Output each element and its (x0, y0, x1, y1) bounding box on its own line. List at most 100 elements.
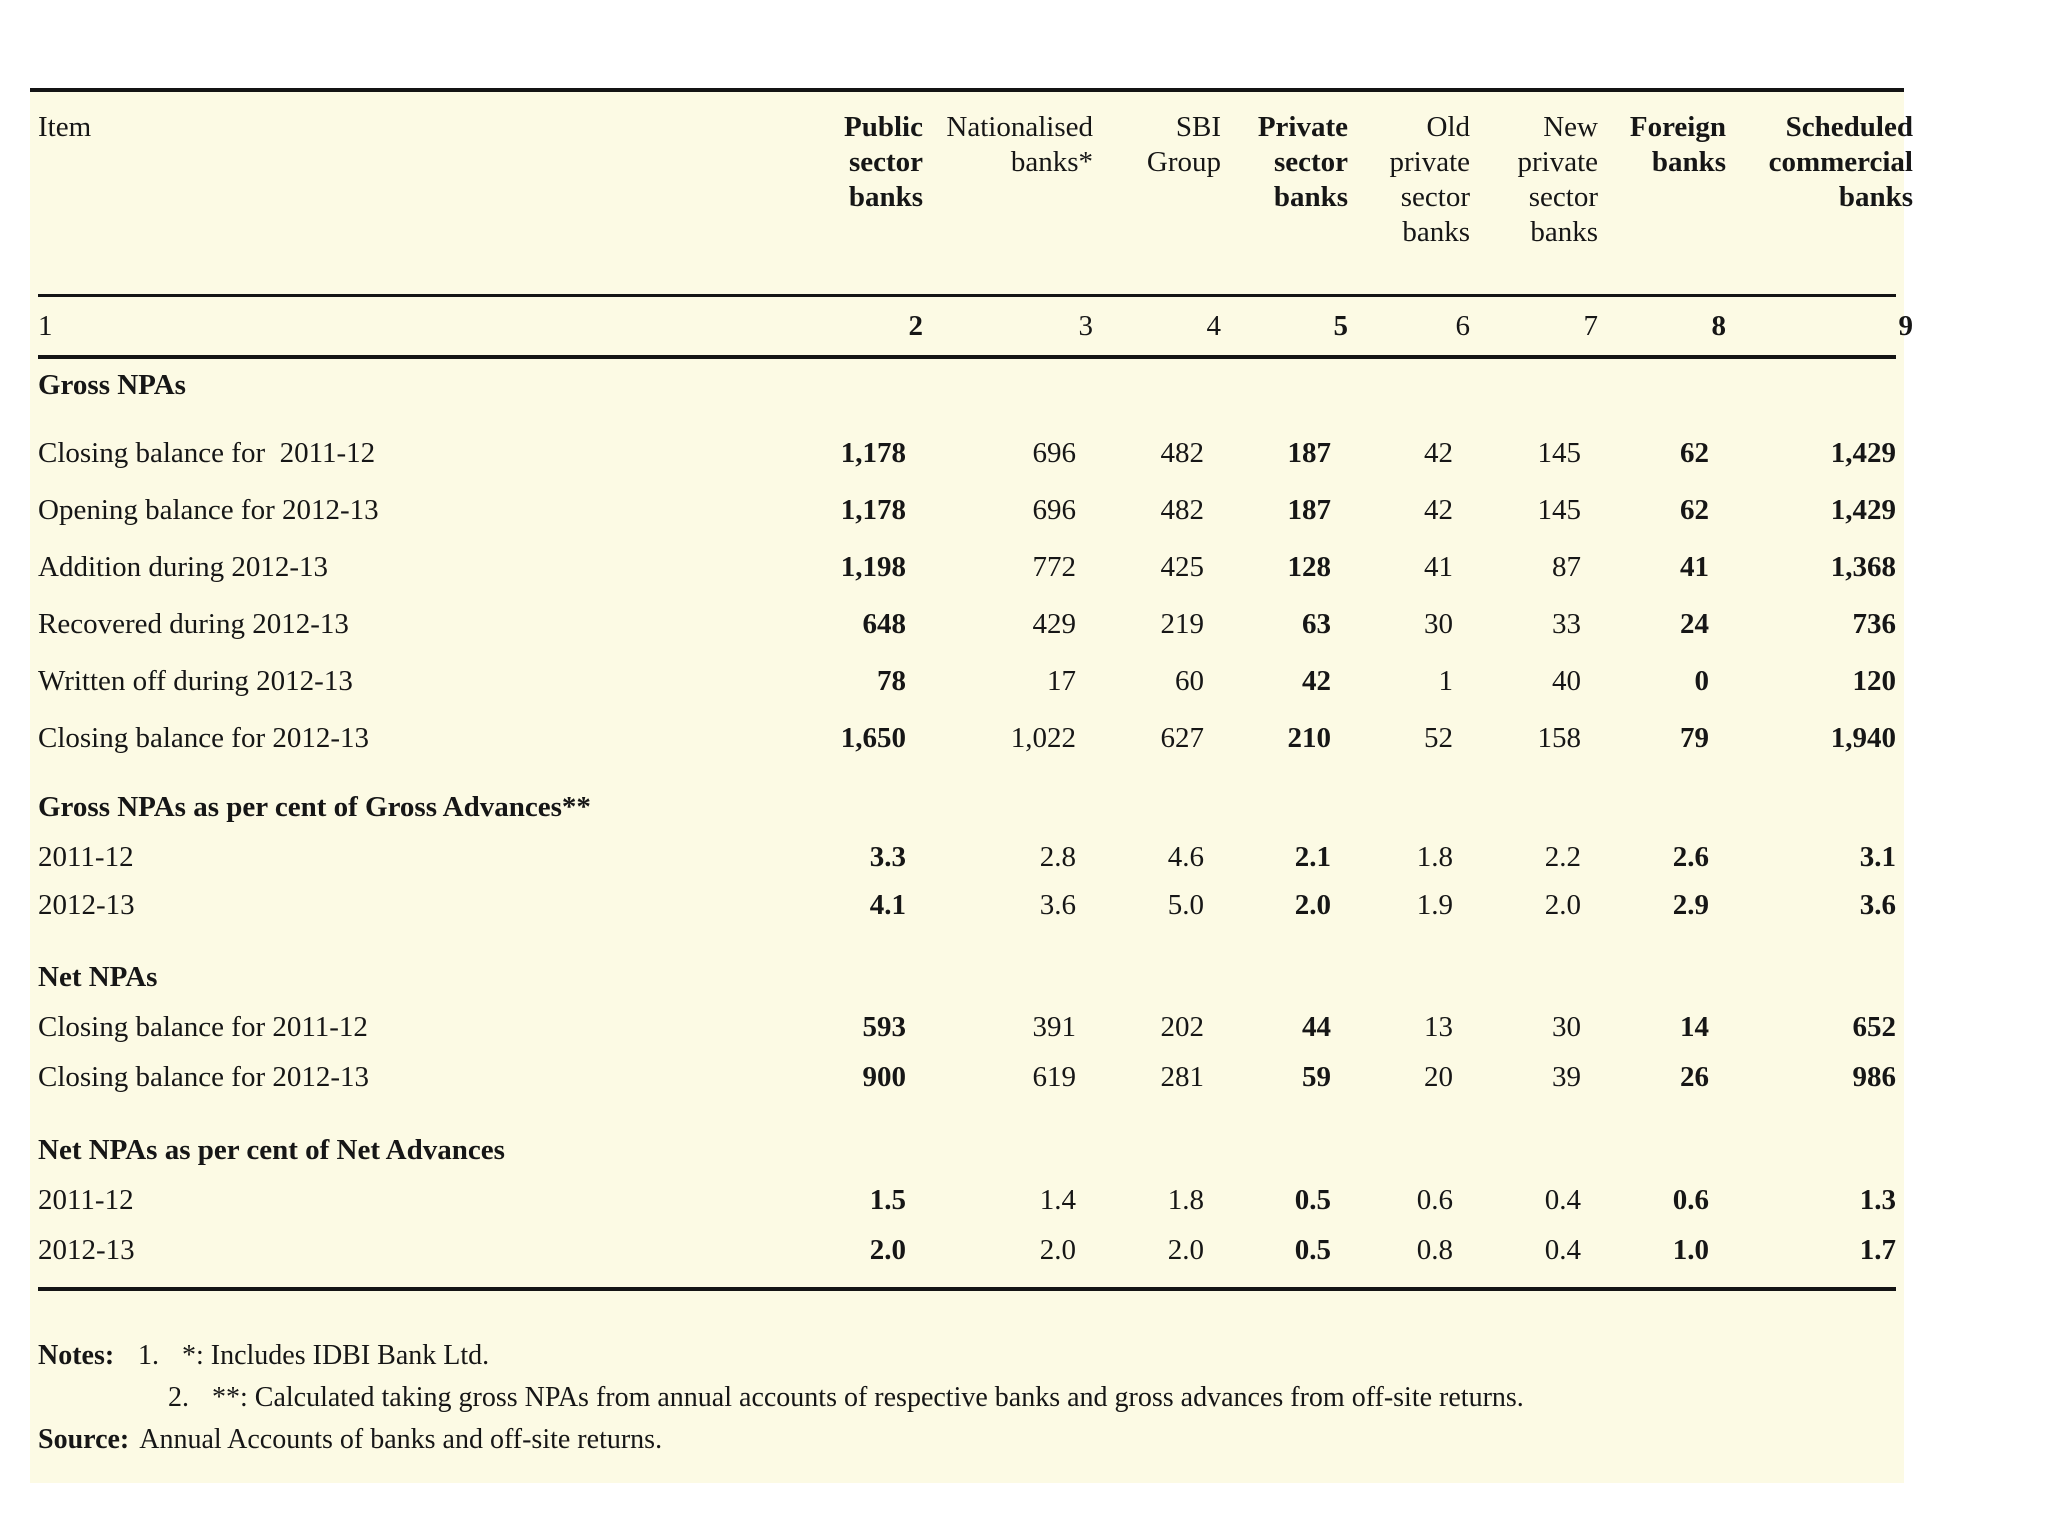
cell-value: 0 (1694, 665, 1710, 697)
table-row: Opening balance for 2012-13 1,178 696 482 18… (38, 486, 1896, 534)
table-header-row: Item Public sector banks Nationalised bank… (38, 92, 1913, 297)
cell-value: 2.0 (1039, 1234, 1076, 1266)
source-label: Source: (38, 1424, 130, 1455)
cell-value: 41 (1680, 551, 1709, 583)
table-row: Recovered during 2012-13 648 429 219 63 30 33 2… (38, 600, 1896, 648)
cell-value: 5.0 (1167, 889, 1204, 921)
cell-value: 0.5 (1294, 1234, 1331, 1266)
table-row: 2012-13 4.1 3.6 5.0 2.0 1.9 2.0 2.9 3.6 (38, 881, 1896, 929)
row-label: Closing balance for 2011-12 (38, 437, 376, 469)
cell-value: 281 (1160, 1061, 1205, 1093)
cell-value: 0.5 (1294, 1184, 1331, 1216)
cell-value: 44 (1302, 1011, 1331, 1043)
cell-value: 26 (1680, 1061, 1709, 1093)
cell-value: 158 (1537, 722, 1582, 754)
note-row: 2. **: Calculated taking gross NPAs from … (38, 1377, 1896, 1419)
note-text: *: Includes IDBI Bank Ltd. (182, 1340, 490, 1371)
column-header: New private sector banks (1517, 111, 1598, 248)
column-number-row: 1 2 3 4 5 6 7 8 9 (38, 297, 1913, 359)
source-row: Source: Annual Accounts of banks and off… (38, 1419, 1896, 1461)
row-label: Closing balance for 2012-13 (38, 1061, 370, 1093)
cell-value: 1.7 (1859, 1234, 1896, 1266)
row-label: 2012-13 (38, 1234, 135, 1266)
cell-value: 24 (1680, 608, 1709, 640)
table-row: Closing balance for 2012-13 900 619 281 59 20… (38, 1053, 1896, 1101)
cell-value: 42 (1302, 665, 1331, 697)
cell-value: 1.3 (1859, 1184, 1896, 1216)
cell-value: 42 (1424, 437, 1453, 469)
section-row: Net NPAs as per cent of Net Advances (38, 1126, 1896, 1174)
cell-value: 772 (1032, 551, 1077, 583)
column-number: 7 (1583, 309, 1599, 342)
row-label: 2011-12 (38, 841, 134, 873)
cell-value: 145 (1537, 437, 1582, 469)
cell-value: 0.6 (1672, 1184, 1709, 1216)
column-number: 4 (1206, 309, 1222, 342)
section-label: Gross NPAs (38, 369, 186, 401)
cell-value: 2.6 (1672, 841, 1709, 873)
cell-value: 1,650 (840, 722, 906, 754)
cell-value: 1.8 (1167, 1184, 1204, 1216)
section-row: Net NPAs (38, 953, 1896, 1001)
cell-value: 0.4 (1544, 1234, 1581, 1266)
npa-table-sheet: Item Public sector banks Nationalised bank… (30, 88, 1913, 1483)
table-row: Closing balance for 2012-13 1,650 1,022 627… (38, 714, 1896, 762)
column-number: 5 (1333, 309, 1349, 342)
cell-value: 3.1 (1859, 841, 1896, 873)
column-number: 6 (1455, 309, 1471, 342)
row-label: 2012-13 (38, 889, 135, 921)
table-row: Closing balance for 2011-12 593 391 202 44 13… (38, 1003, 1896, 1051)
section-row: Gross NPAs as per cent of Gross Advances… (38, 783, 1896, 831)
cell-value: 210 (1287, 722, 1332, 754)
cell-value: 60 (1175, 665, 1204, 697)
table-row: Addition during 2012-13 1,198 772 425 128 41 8… (38, 543, 1896, 591)
row-label: Recovered during 2012-13 (38, 608, 349, 640)
cell-value: 0.6 (1416, 1184, 1453, 1216)
cell-value: 2.9 (1672, 889, 1709, 921)
cell-value: 120 (1852, 665, 1897, 697)
cell-value: 79 (1680, 722, 1709, 754)
cell-value: 2.0 (1294, 889, 1331, 921)
row-label: 2011-12 (38, 1184, 134, 1216)
cell-value: 696 (1032, 437, 1077, 469)
cell-value: 2.0 (1544, 889, 1581, 921)
cell-value: 648 (862, 608, 907, 640)
table-row: Written off during 2012-13 78 17 60 42 1 40 0 12… (38, 657, 1896, 705)
cell-value: 202 (1160, 1011, 1205, 1043)
cell-value: 40 (1552, 665, 1581, 697)
cell-value: 482 (1160, 494, 1205, 526)
notes-list: Notes: 1. *: Includes IDBI Bank Ltd. 2. **: … (38, 1335, 1896, 1419)
note-row: Notes: 1. *: Includes IDBI Bank Ltd. (38, 1335, 1896, 1377)
column-number: 8 (1711, 309, 1727, 342)
note-text: **: Calculated taking gross NPAs from an… (212, 1382, 1524, 1413)
cell-value: 425 (1160, 551, 1205, 583)
cell-value: 482 (1160, 437, 1205, 469)
column-header: Item (38, 111, 92, 143)
column-header: SBI Group (1146, 111, 1221, 178)
cell-value: 30 (1552, 1011, 1581, 1043)
cell-value: 33 (1552, 608, 1581, 640)
cell-value: 2.2 (1544, 841, 1581, 873)
table-row: Closing balance for 2011-12 1,178 696 482 18… (38, 429, 1896, 477)
cell-value: 78 (877, 665, 906, 697)
column-number: 2 (908, 309, 924, 342)
column-header: Private sector banks (1257, 111, 1348, 213)
cell-value: 2.0 (1167, 1234, 1204, 1266)
cell-value: 39 (1552, 1061, 1581, 1093)
cell-value: 17 (1047, 665, 1076, 697)
cell-value: 1.8 (1416, 841, 1453, 873)
row-label: Closing balance for 2012-13 (38, 722, 370, 754)
table-body: Gross NPAs Closing balance for 2011-12 1,1… (38, 361, 1896, 1291)
cell-value: 4.1 (869, 889, 906, 921)
cell-value: 3.6 (1859, 889, 1896, 921)
column-header: Foreign banks (1629, 111, 1726, 178)
notes-label: Notes: (38, 1340, 115, 1371)
note-number: 2. (168, 1382, 189, 1413)
cell-value: 3.6 (1039, 889, 1076, 921)
cell-value: 391 (1032, 1011, 1077, 1043)
cell-value: 736 (1852, 608, 1897, 640)
table-row: 2012-13 2.0 2.0 2.0 0.5 0.8 0.4 1.0 1.7 (38, 1226, 1896, 1274)
column-header: Scheduled commercial banks (1768, 111, 1913, 213)
cell-value: 62 (1680, 437, 1709, 469)
